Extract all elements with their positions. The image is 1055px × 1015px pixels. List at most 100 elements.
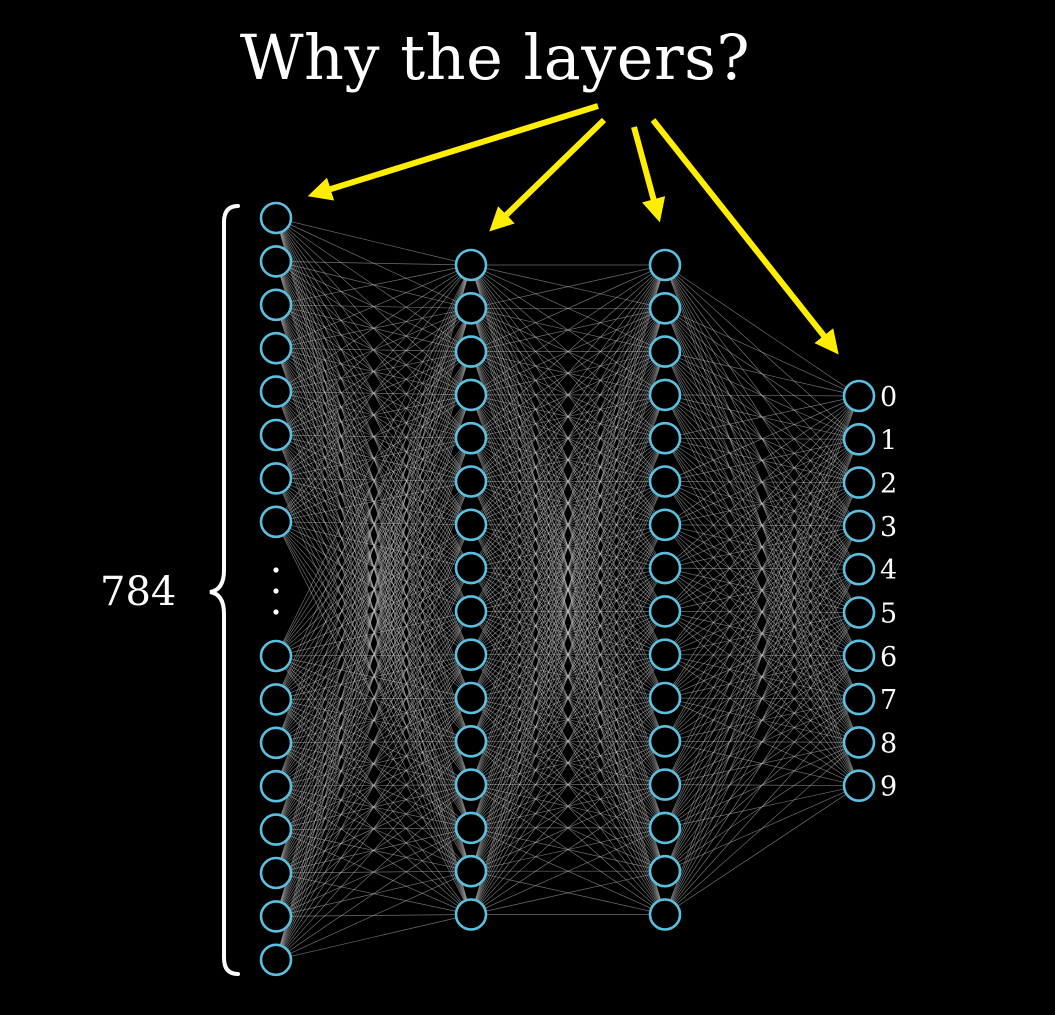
connection-line [470, 264, 666, 872]
connection-line [275, 264, 472, 960]
connection-line [275, 264, 472, 743]
input-neuron [259, 769, 293, 803]
input-neuron [259, 943, 293, 977]
hidden-1-neuron [454, 421, 488, 455]
connection-line [275, 567, 472, 960]
connection-line [470, 438, 666, 915]
output-digit-label: 4 [880, 555, 897, 586]
connection-line [275, 351, 472, 960]
connection-line [470, 524, 666, 915]
output-neuron [842, 639, 876, 673]
connection-line [664, 395, 860, 526]
output-digit-label: 6 [880, 642, 897, 673]
hidden-2-neuron [648, 724, 682, 758]
hidden-1-neuron [454, 724, 488, 758]
hidden-1-neuron [454, 248, 488, 282]
output-digit-labels: 0 1 2 3 4 5 6 7 8 9 [880, 382, 897, 803]
connection-line [664, 395, 860, 482]
hidden-2-neuron [648, 898, 682, 931]
connection-line [664, 655, 860, 915]
output-digit-label: 7 [880, 685, 897, 716]
connection-line [470, 611, 666, 915]
hidden-2-neuron [648, 335, 682, 368]
output-neuron [842, 552, 876, 586]
connection-line [275, 481, 472, 960]
output-neuron [842, 682, 876, 716]
connection-line [470, 481, 666, 915]
connection-line [470, 264, 666, 569]
input-neuron [259, 201, 293, 235]
output-neuron [842, 726, 876, 759]
connection-line [275, 264, 472, 700]
connection-line [470, 697, 666, 915]
connection-line [664, 395, 860, 699]
connection-line [664, 307, 860, 397]
connection-line [664, 394, 860, 397]
connection-line [275, 217, 472, 266]
connection-line [275, 521, 472, 829]
connection-lines [275, 217, 860, 961]
connection-line [275, 264, 472, 349]
connection-line [275, 264, 472, 523]
input-neuron [259, 462, 293, 495]
connection-line [470, 308, 666, 915]
connection-line [470, 351, 666, 915]
connection-line [470, 784, 666, 915]
hidden-1-neuron [454, 335, 488, 368]
connection-line [275, 521, 472, 872]
hidden-1-neuron [454, 465, 488, 498]
input-layer-brace [209, 204, 240, 976]
connection-line [664, 569, 860, 915]
arrow [631, 126, 666, 223]
input-neuron [259, 726, 293, 760]
connection-line [275, 394, 472, 960]
input-neuron [259, 375, 293, 408]
ellipsis-dots [273, 567, 279, 615]
connection-line [664, 698, 860, 915]
input-neuron [259, 288, 293, 322]
arrow [489, 117, 607, 232]
connection-line [470, 870, 666, 915]
hidden-1-neuron [454, 551, 488, 585]
input-neuron [259, 813, 293, 846]
output-neuron [842, 769, 876, 803]
connection-line [275, 697, 472, 961]
layer-arrows [307, 103, 839, 355]
hidden-2-neuron [648, 595, 682, 628]
hidden-2-neuron [648, 638, 682, 672]
input-neuron [259, 418, 293, 452]
hidden-2-neuron [648, 378, 682, 412]
connection-line [470, 827, 666, 915]
connection-line [275, 521, 472, 655]
connection-line [470, 394, 666, 915]
connection-line [275, 264, 472, 917]
connection-line [275, 521, 472, 742]
hidden-1-neuron [454, 508, 488, 542]
ellipsis-dot [273, 588, 279, 594]
output-neuron [842, 466, 876, 499]
input-neuron [259, 331, 293, 365]
input-layer-size-label: 784 [100, 569, 177, 615]
connection-line [664, 395, 860, 569]
hidden-1-neuron [454, 291, 488, 325]
arrow [307, 103, 599, 201]
connection-line [275, 264, 472, 657]
connection-line [470, 264, 666, 309]
hidden-2-neuron [648, 768, 682, 801]
connection-line [664, 395, 860, 439]
hidden-2-neuron [648, 421, 682, 455]
connection-line [275, 524, 472, 960]
hidden-1-neuron [454, 595, 488, 628]
connection-line [275, 611, 472, 960]
output-neuron [842, 596, 876, 629]
hidden-2-neuron [648, 508, 682, 542]
input-neuron [259, 245, 293, 278]
connection-line [275, 308, 472, 960]
connection-line [470, 264, 666, 439]
output-digit-label: 0 [880, 382, 897, 413]
input-neuron [259, 683, 293, 716]
arrow [650, 118, 839, 355]
input-neuron [259, 900, 293, 933]
input-neuron [259, 856, 293, 890]
